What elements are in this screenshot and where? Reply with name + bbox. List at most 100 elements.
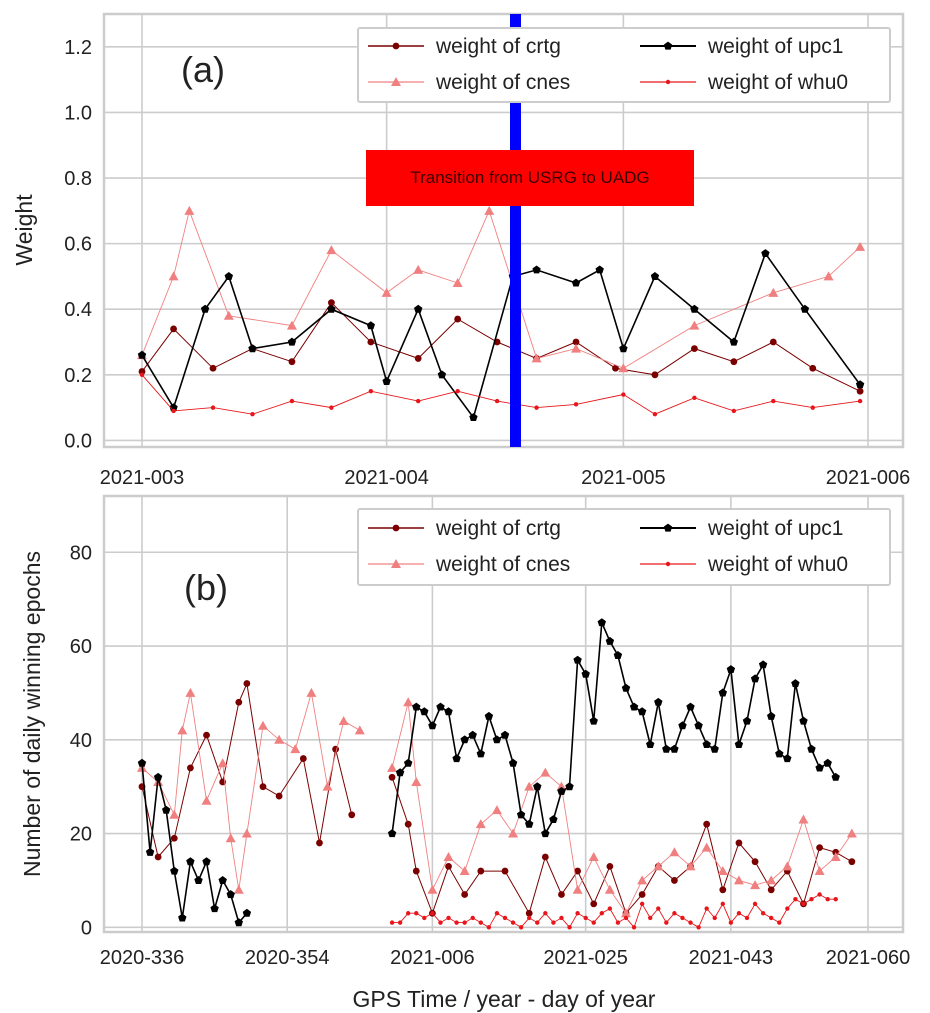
data-point xyxy=(669,847,680,857)
data-point xyxy=(758,660,768,669)
data-point xyxy=(138,368,146,375)
data-point xyxy=(817,892,822,897)
panel-b-series xyxy=(137,618,857,930)
data-point xyxy=(670,744,679,753)
data-point xyxy=(701,842,712,852)
data-point xyxy=(744,915,750,921)
ytick-label: 0.6 xyxy=(64,234,92,256)
data-point xyxy=(815,763,824,772)
data-point xyxy=(367,338,375,346)
data-point xyxy=(275,792,283,800)
data-point xyxy=(565,782,574,791)
data-point xyxy=(461,891,469,898)
panel-a-label: (a) xyxy=(181,49,225,90)
panel-a-legend: weight of crtg weight of cnes weight of up… xyxy=(357,27,891,103)
data-point xyxy=(286,320,297,330)
data-point xyxy=(532,265,541,274)
legend-label: weight of whu0 xyxy=(707,71,848,94)
data-point xyxy=(338,716,349,726)
data-point xyxy=(777,920,782,925)
data-point xyxy=(508,828,519,838)
data-point xyxy=(500,730,510,739)
data-point xyxy=(170,866,179,875)
data-point xyxy=(184,205,195,215)
data-point xyxy=(518,925,524,930)
data-point xyxy=(685,861,696,871)
data-point xyxy=(719,886,727,894)
data-point xyxy=(572,338,580,346)
data-point xyxy=(412,867,420,875)
data-point xyxy=(527,915,532,921)
xtick-label: 2021-060 xyxy=(826,947,911,969)
data-point xyxy=(470,915,475,921)
data-point xyxy=(430,911,435,916)
data-point xyxy=(226,890,235,899)
data-point xyxy=(690,345,698,352)
data-point xyxy=(654,697,663,706)
data-point xyxy=(223,310,234,320)
data-point xyxy=(637,707,647,716)
data-point xyxy=(680,915,685,921)
data-point xyxy=(484,205,495,215)
data-point xyxy=(502,915,508,921)
data-point xyxy=(322,781,333,791)
xtick-label: 2020-354 xyxy=(245,947,330,969)
data-point xyxy=(720,901,725,907)
data-point xyxy=(404,758,413,767)
data-point xyxy=(771,398,776,404)
data-point xyxy=(326,245,337,255)
legend-marker xyxy=(392,524,400,532)
data-point xyxy=(510,920,516,925)
data-point xyxy=(800,304,810,313)
data-point xyxy=(427,884,438,894)
data-point xyxy=(329,405,334,410)
data-point xyxy=(573,402,579,407)
panel-b-ytick-labels: 0 20 40 60 80 xyxy=(70,542,92,939)
data-point xyxy=(492,735,502,744)
data-point xyxy=(299,755,307,762)
data-point xyxy=(477,867,485,875)
data-point xyxy=(775,749,784,758)
data-point xyxy=(791,679,800,688)
data-point xyxy=(366,321,375,330)
data-point xyxy=(767,711,776,720)
data-point xyxy=(619,344,628,353)
data-point xyxy=(637,875,648,885)
data-point xyxy=(751,858,759,866)
data-point xyxy=(590,900,598,908)
data-point xyxy=(525,909,533,917)
data-point xyxy=(242,908,252,917)
data-point xyxy=(814,866,825,876)
series-weight-of-whu0 xyxy=(389,892,838,930)
data-point xyxy=(703,820,711,828)
data-point xyxy=(694,721,703,730)
panel-b: 0 20 40 60 80 2020-336 2020-354 2021-006 2021-0… xyxy=(19,494,911,969)
data-point xyxy=(491,805,502,815)
data-point xyxy=(411,776,422,786)
data-point xyxy=(153,772,163,781)
data-point xyxy=(169,403,178,412)
data-point xyxy=(233,884,244,894)
data-point xyxy=(769,915,774,921)
legend-marker xyxy=(391,77,401,86)
data-point xyxy=(810,405,815,410)
data-point xyxy=(591,920,596,925)
data-point xyxy=(595,265,604,274)
transition-annotation-box xyxy=(366,150,694,206)
data-point xyxy=(516,810,526,819)
data-point xyxy=(525,819,534,828)
data-point xyxy=(203,731,210,739)
data-point xyxy=(848,858,856,866)
legend-item: weight of whu0 xyxy=(640,553,848,576)
data-point xyxy=(750,880,761,890)
data-point xyxy=(690,304,699,313)
x-axis-label: GPS Time / year - day of year xyxy=(353,986,656,1012)
data-point xyxy=(735,839,743,847)
data-point xyxy=(387,762,398,772)
legend-marker xyxy=(391,559,401,568)
data-point xyxy=(728,920,734,925)
data-point xyxy=(541,829,550,838)
data-point xyxy=(187,764,194,772)
legend-label: weight of whu0 xyxy=(707,553,848,576)
data-point xyxy=(833,896,838,902)
